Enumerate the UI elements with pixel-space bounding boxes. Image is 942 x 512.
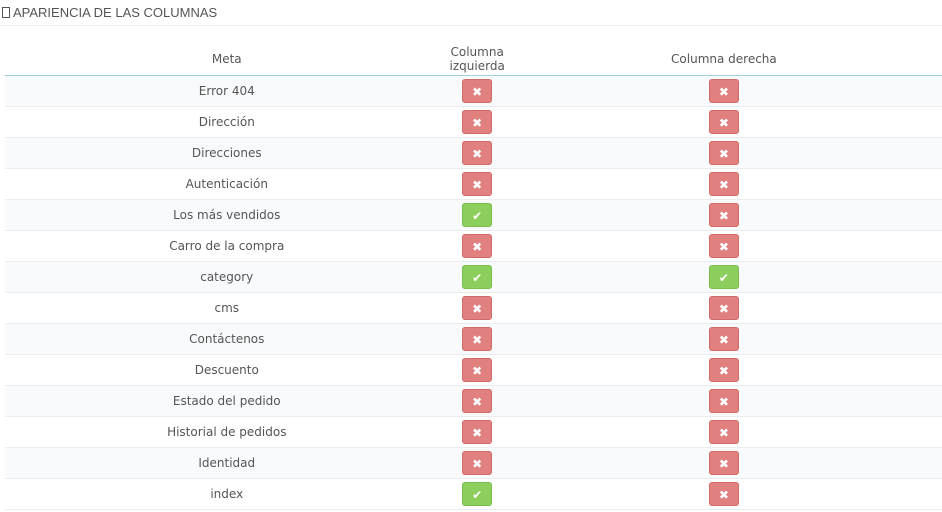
- meta-name: Error 404: [5, 75, 449, 107]
- right-cell: ✔: [505, 261, 942, 293]
- right-column-toggle-cross-icon[interactable]: ✖: [708, 482, 739, 506]
- right-cell: ✖: [505, 354, 942, 386]
- right-cell: ✖: [505, 106, 942, 138]
- meta-name: Los más vendidos: [5, 199, 449, 231]
- meta-name: cms: [5, 292, 449, 324]
- meta-name: Carro de la compra: [5, 230, 449, 262]
- meta-name: category: [5, 261, 449, 293]
- table-row: Carro de la compra ✖ ✖: [5, 230, 942, 262]
- left-column-toggle-check-icon[interactable]: ✔: [462, 482, 493, 506]
- left-column-toggle-cross-icon[interactable]: ✖: [462, 110, 493, 134]
- meta-name: Estado del pedido: [5, 385, 449, 417]
- right-cell: ✖: [505, 323, 942, 355]
- right-column-toggle-cross-icon[interactable]: ✖: [708, 110, 739, 134]
- header-meta: Meta: [5, 42, 449, 76]
- right-column-toggle-cross-icon[interactable]: ✖: [708, 172, 739, 196]
- table-row: Contáctenos ✖ ✖: [5, 323, 942, 355]
- right-column-toggle-cross-icon[interactable]: ✖: [708, 358, 739, 382]
- left-cell: ✖: [448, 75, 506, 107]
- left-column-toggle-check-icon[interactable]: ✔: [462, 203, 493, 227]
- left-column-toggle-cross-icon[interactable]: ✖: [462, 296, 493, 320]
- right-column-toggle-cross-icon[interactable]: ✖: [708, 420, 739, 444]
- left-column-toggle-check-icon[interactable]: ✔: [462, 265, 493, 289]
- right-column-toggle-cross-icon[interactable]: ✖: [708, 79, 739, 103]
- meta-name: Descuento: [5, 354, 449, 386]
- right-column-toggle-cross-icon[interactable]: ✖: [708, 203, 739, 227]
- meta-name: Autenticación: [5, 168, 449, 200]
- left-cell: ✖: [448, 416, 506, 448]
- left-column-toggle-cross-icon[interactable]: ✖: [462, 358, 493, 382]
- table-row: cms ✖ ✖: [5, 292, 942, 324]
- table-row: Identidad ✖ ✖: [5, 447, 942, 479]
- right-column-toggle-cross-icon[interactable]: ✖: [708, 141, 739, 165]
- right-cell: ✖: [505, 168, 942, 200]
- panel-heading: APARIENCIA DE LAS COLUMNAS: [0, 0, 942, 26]
- table-row: Historial de pedidos ✖ ✖: [5, 416, 942, 448]
- right-cell: ✖: [505, 230, 942, 262]
- right-cell: ✖: [505, 447, 942, 479]
- left-cell: ✖: [448, 292, 506, 324]
- table-row: Los más vendidos ✔ ✖: [5, 199, 942, 231]
- left-cell: ✖: [448, 168, 506, 200]
- table-row: category ✔ ✔: [5, 261, 942, 293]
- left-column-toggle-cross-icon[interactable]: ✖: [462, 234, 493, 258]
- meta-name: index: [5, 478, 449, 510]
- left-cell: ✖: [448, 323, 506, 355]
- left-cell: ✔: [448, 199, 506, 231]
- meta-name: Contáctenos: [5, 323, 449, 355]
- right-cell: ✖: [505, 478, 942, 510]
- left-cell: ✖: [448, 230, 506, 262]
- meta-name: Direcciones: [5, 137, 449, 169]
- right-cell: ✖: [505, 199, 942, 231]
- left-cell: ✔: [448, 261, 506, 293]
- right-column-toggle-cross-icon[interactable]: ✖: [708, 327, 739, 351]
- left-cell: ✖: [448, 447, 506, 479]
- table-row: Descuento ✖ ✖: [5, 354, 942, 386]
- meta-name: Historial de pedidos: [5, 416, 449, 448]
- panel-title: APARIENCIA DE LAS COLUMNAS: [13, 5, 218, 20]
- left-column-toggle-cross-icon[interactable]: ✖: [462, 141, 493, 165]
- right-cell: ✖: [505, 385, 942, 417]
- right-column-toggle-check-icon[interactable]: ✔: [708, 265, 739, 289]
- left-cell: ✖: [448, 106, 506, 138]
- right-column-toggle-cross-icon[interactable]: ✖: [708, 296, 739, 320]
- left-column-toggle-cross-icon[interactable]: ✖: [462, 327, 493, 351]
- right-cell: ✖: [505, 75, 942, 107]
- right-cell: ✖: [505, 292, 942, 324]
- table-row: Autenticación ✖ ✖: [5, 168, 942, 200]
- right-column-toggle-cross-icon[interactable]: ✖: [708, 234, 739, 258]
- right-column-toggle-cross-icon[interactable]: ✖: [708, 451, 739, 475]
- left-column-toggle-cross-icon[interactable]: ✖: [462, 79, 493, 103]
- right-cell: ✖: [505, 137, 942, 169]
- right-column-toggle-cross-icon[interactable]: ✖: [708, 389, 739, 413]
- table-row: index ✔ ✖: [5, 478, 942, 510]
- table-row: Dirección ✖ ✖: [5, 106, 942, 138]
- left-column-toggle-cross-icon[interactable]: ✖: [462, 451, 493, 475]
- left-cell: ✔: [448, 478, 506, 510]
- table-row: Estado del pedido ✖ ✖: [5, 385, 942, 417]
- table-row: Direcciones ✖ ✖: [5, 137, 942, 169]
- left-column-toggle-cross-icon[interactable]: ✖: [462, 172, 493, 196]
- table-row: Error 404 ✖ ✖: [5, 75, 942, 107]
- left-cell: ✖: [448, 385, 506, 417]
- meta-name: Identidad: [5, 447, 449, 479]
- header-right-column: Columna derecha: [505, 42, 942, 76]
- header-left-column: Columna izquierda: [448, 42, 506, 76]
- left-column-toggle-cross-icon[interactable]: ✖: [462, 389, 493, 413]
- left-column-toggle-cross-icon[interactable]: ✖: [462, 420, 493, 444]
- meta-name: Dirección: [5, 106, 449, 138]
- right-cell: ✖: [505, 416, 942, 448]
- columns-table: Meta Columna izquierda Columna derecha E…: [5, 42, 942, 510]
- left-cell: ✖: [448, 137, 506, 169]
- columns-icon: [2, 7, 10, 18]
- left-cell: ✖: [448, 354, 506, 386]
